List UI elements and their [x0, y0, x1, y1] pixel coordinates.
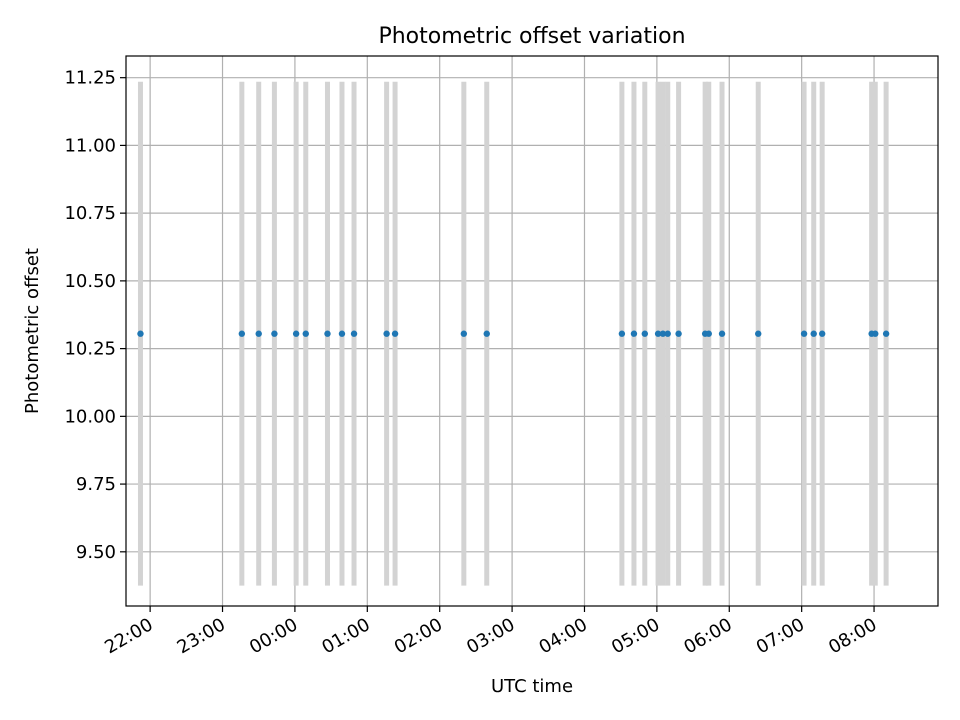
data-point [302, 330, 309, 337]
y-tick-label: 10.25 [64, 339, 116, 360]
data-point [718, 330, 726, 337]
chart-title: Photometric offset variation [378, 24, 685, 49]
y-tick-label: 9.50 [76, 542, 116, 563]
y-tick-label: 10.50 [64, 271, 116, 292]
data-point [350, 330, 358, 337]
data-point [659, 330, 667, 337]
data-point [810, 330, 817, 337]
y-tick-label: 9.75 [76, 474, 116, 495]
x-axis-label: UTC time [491, 676, 573, 697]
data-point [800, 330, 808, 337]
data-point [460, 330, 468, 337]
y-axis-ticks: 9.50 9.75 10.00 10.25 10.50 10.75 11.00 11.25 [64, 68, 126, 563]
data-point [882, 330, 890, 337]
y-tick-label: 10.75 [64, 203, 116, 224]
data-point [383, 330, 390, 337]
y-tick-label: 11.25 [64, 68, 116, 89]
data-point [391, 330, 399, 337]
data-point [755, 330, 762, 337]
data-point [872, 330, 879, 337]
y-tick-label: 11.00 [64, 135, 116, 156]
data-point [324, 330, 331, 337]
y-tick-label: 10.00 [64, 406, 116, 427]
data-point [618, 330, 626, 337]
data-point [818, 330, 826, 337]
data-point [705, 330, 712, 337]
data-point [238, 330, 246, 337]
data-point [137, 330, 144, 337]
data-point [664, 330, 671, 337]
y-axis-label: Photometric offset [22, 248, 43, 414]
data-point [483, 330, 490, 337]
data-point [654, 330, 662, 337]
data-point [338, 330, 346, 337]
data-point [675, 330, 682, 337]
plot-frame [125, 55, 939, 607]
data-point [641, 330, 649, 337]
data-points [137, 330, 890, 337]
data-point [255, 330, 262, 337]
data-point [630, 330, 638, 337]
data-point [292, 330, 300, 337]
data-point [271, 330, 278, 337]
